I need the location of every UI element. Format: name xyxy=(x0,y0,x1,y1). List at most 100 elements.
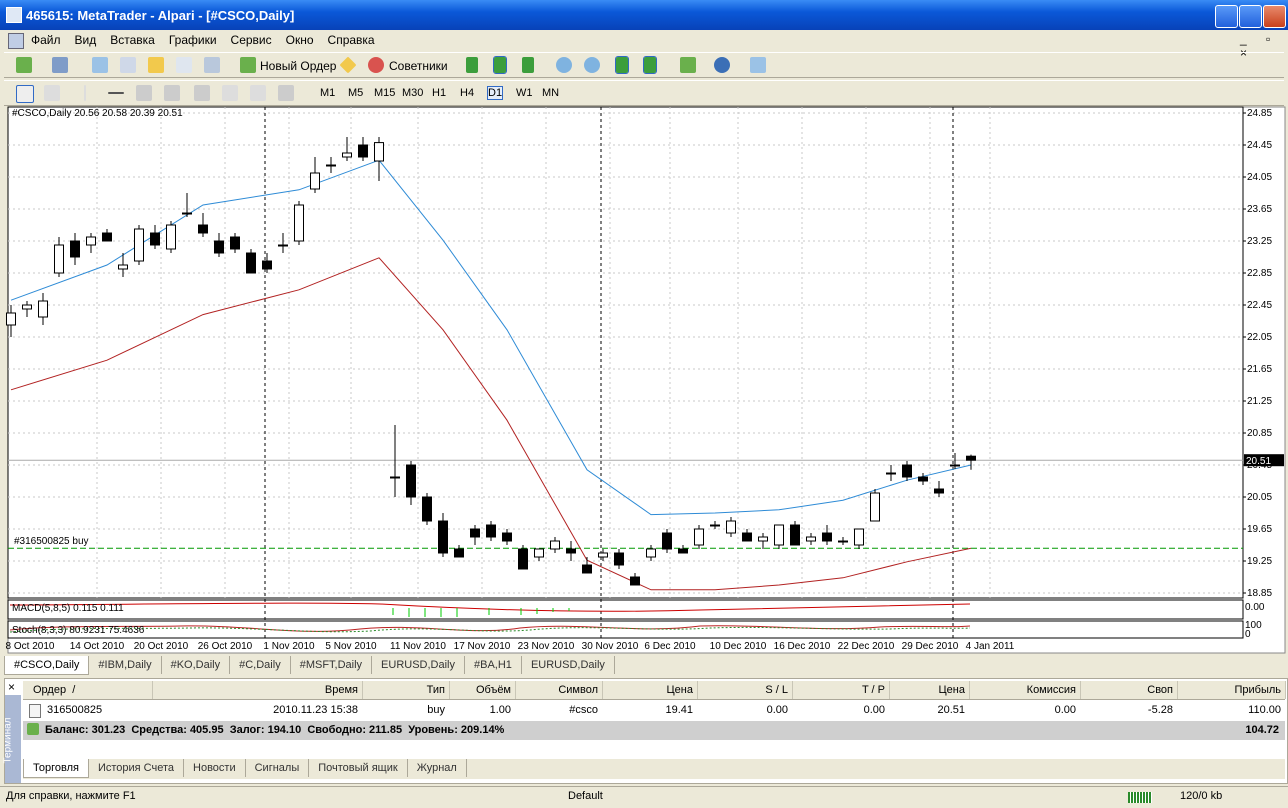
menu-item[interactable]: Сервис xyxy=(230,33,272,47)
table-cell: 110.00 xyxy=(1248,704,1281,716)
close-button[interactable] xyxy=(1263,5,1286,28)
timeframe-button[interactable]: MN xyxy=(542,87,560,99)
candle-body xyxy=(214,240,224,254)
new-chart-button[interactable] xyxy=(16,57,32,73)
terminal-tab[interactable]: Сигналы xyxy=(246,759,310,777)
cursor-button[interactable] xyxy=(16,85,34,103)
arrows-button[interactable] xyxy=(278,85,294,101)
column-header[interactable]: T / P xyxy=(861,684,885,696)
menu-item[interactable]: Окно xyxy=(285,33,314,47)
line-chart-button[interactable] xyxy=(522,57,534,73)
data-window-button[interactable] xyxy=(120,57,136,73)
candle-body xyxy=(966,455,976,461)
chart-tab[interactable]: #C,Daily xyxy=(230,656,291,674)
macd-histogram xyxy=(392,608,570,617)
column-header[interactable]: Объём xyxy=(475,684,511,696)
menu-item[interactable]: Вставка xyxy=(110,33,155,47)
maximize-button[interactable] xyxy=(1239,5,1262,28)
timeframe-button[interactable]: M5 xyxy=(348,87,364,99)
chart-tab[interactable]: EURUSD,Daily xyxy=(372,656,466,674)
fibo-button[interactable] xyxy=(194,85,210,101)
chart-tab[interactable]: #BA,H1 xyxy=(465,656,522,674)
terminal-tab[interactable]: Журнал xyxy=(408,759,467,777)
zoom-out-button[interactable] xyxy=(584,57,600,73)
candle-body xyxy=(230,236,240,250)
chart-tab[interactable]: #MSFT,Daily xyxy=(291,656,373,674)
main-pane xyxy=(7,106,1244,599)
column-header[interactable]: Символ xyxy=(558,684,598,696)
vline-button[interactable] xyxy=(84,85,86,101)
terminal-tab[interactable]: История Счета xyxy=(89,759,185,777)
hline-button[interactable] xyxy=(108,92,124,94)
column-header[interactable]: Прибыль xyxy=(1234,684,1281,696)
candle-body xyxy=(342,152,352,158)
candle-chart-button[interactable] xyxy=(493,56,507,74)
menu-item[interactable]: Справка xyxy=(327,33,375,47)
experts-button[interactable]: Советники xyxy=(389,59,448,73)
periods-button[interactable] xyxy=(714,57,730,73)
zoom-in-button[interactable] xyxy=(556,57,572,73)
new-order-icon[interactable] xyxy=(240,57,256,73)
y-tick-label: 19.25 xyxy=(1247,556,1272,567)
tester-button[interactable] xyxy=(204,57,220,73)
timeframe-button[interactable]: M15 xyxy=(374,87,396,99)
chart-tab[interactable]: EURUSD,Daily xyxy=(522,656,615,674)
column-header[interactable]: Цена xyxy=(938,684,965,696)
column-header[interactable]: Своп xyxy=(1147,684,1173,696)
menu-item[interactable]: Графики xyxy=(168,33,217,47)
status-profile: Default xyxy=(568,790,603,802)
terminal-close[interactable]: × xyxy=(8,680,16,694)
column-header[interactable]: Тип xyxy=(426,684,445,696)
navigator-button[interactable] xyxy=(148,57,164,73)
experts-icon[interactable] xyxy=(368,57,384,73)
y-tick-label: 22.85 xyxy=(1247,268,1272,279)
terminal-tab[interactable]: Почтовый ящик xyxy=(309,759,408,777)
profiles-button[interactable] xyxy=(52,57,68,73)
table-row[interactable]: 316500825 2010.11.23 15:38 buy 1.00 #csco 19.… xyxy=(23,701,1285,719)
chart-tab[interactable]: #KO,Daily xyxy=(162,656,231,674)
mdi-controls[interactable]: _ ▫ × xyxy=(1240,32,1279,60)
indicators-button[interactable] xyxy=(680,57,696,73)
current-price-label: 20.51 xyxy=(1246,456,1271,467)
chart-shift-button[interactable] xyxy=(643,56,657,74)
column-header[interactable]: Ордер / xyxy=(33,684,76,696)
expert-icon[interactable] xyxy=(339,56,357,74)
market-watch-button[interactable] xyxy=(92,57,108,73)
chart-tab[interactable]: #CSCO,Daily xyxy=(4,656,90,675)
label-button[interactable] xyxy=(250,85,266,101)
channel-button[interactable] xyxy=(164,85,180,101)
menu-item[interactable]: Вид xyxy=(74,33,97,47)
minimize-button[interactable] xyxy=(1215,5,1238,28)
column-header[interactable]: S / L xyxy=(765,684,788,696)
summary-row: Баланс: 301.23 Средства: 405.95 Залог: 1… xyxy=(23,721,1285,740)
menu-item[interactable]: Файл xyxy=(31,33,61,47)
mdi-icon xyxy=(8,33,24,49)
timeframe-button[interactable]: H4 xyxy=(460,87,475,99)
timeframe-button[interactable]: M30 xyxy=(402,87,424,99)
candle-body xyxy=(886,472,896,475)
text-button[interactable] xyxy=(222,85,238,101)
autoscroll-button[interactable] xyxy=(615,56,629,74)
timeframe-button[interactable]: H1 xyxy=(432,87,447,99)
chart-info: #CSCO,Daily 20.56 20.58 20.39 20.51 xyxy=(12,108,183,119)
new-order-button[interactable]: Новый Ордер xyxy=(260,59,337,73)
terminal-tab[interactable]: Торговля xyxy=(23,759,89,778)
candle-body xyxy=(694,528,704,546)
terminal-button[interactable] xyxy=(176,57,192,73)
column-header[interactable]: Комиссия xyxy=(1026,684,1076,696)
bar-chart-button[interactable] xyxy=(466,57,478,73)
column-header[interactable]: Цена xyxy=(666,684,693,696)
trendline-button[interactable] xyxy=(136,85,152,101)
templates-button[interactable] xyxy=(750,57,766,73)
timeframe-button[interactable]: W1 xyxy=(516,87,533,99)
crosshair-button[interactable] xyxy=(44,85,60,101)
terminal-tab[interactable]: Новости xyxy=(184,759,246,777)
x-tick-label: 4 Jan 2011 xyxy=(966,641,1015,652)
timeframe-button[interactable]: M1 xyxy=(320,87,336,99)
chart-tab[interactable]: #IBM,Daily xyxy=(89,656,162,674)
timeframe-button[interactable]: D1 xyxy=(486,86,504,100)
column-header[interactable]: Время xyxy=(324,684,358,696)
app-icon xyxy=(6,7,22,23)
candle-body xyxy=(710,524,720,527)
terminal-tabs: Торговля История Счета Новости Сигналы Почто… xyxy=(23,759,1285,779)
